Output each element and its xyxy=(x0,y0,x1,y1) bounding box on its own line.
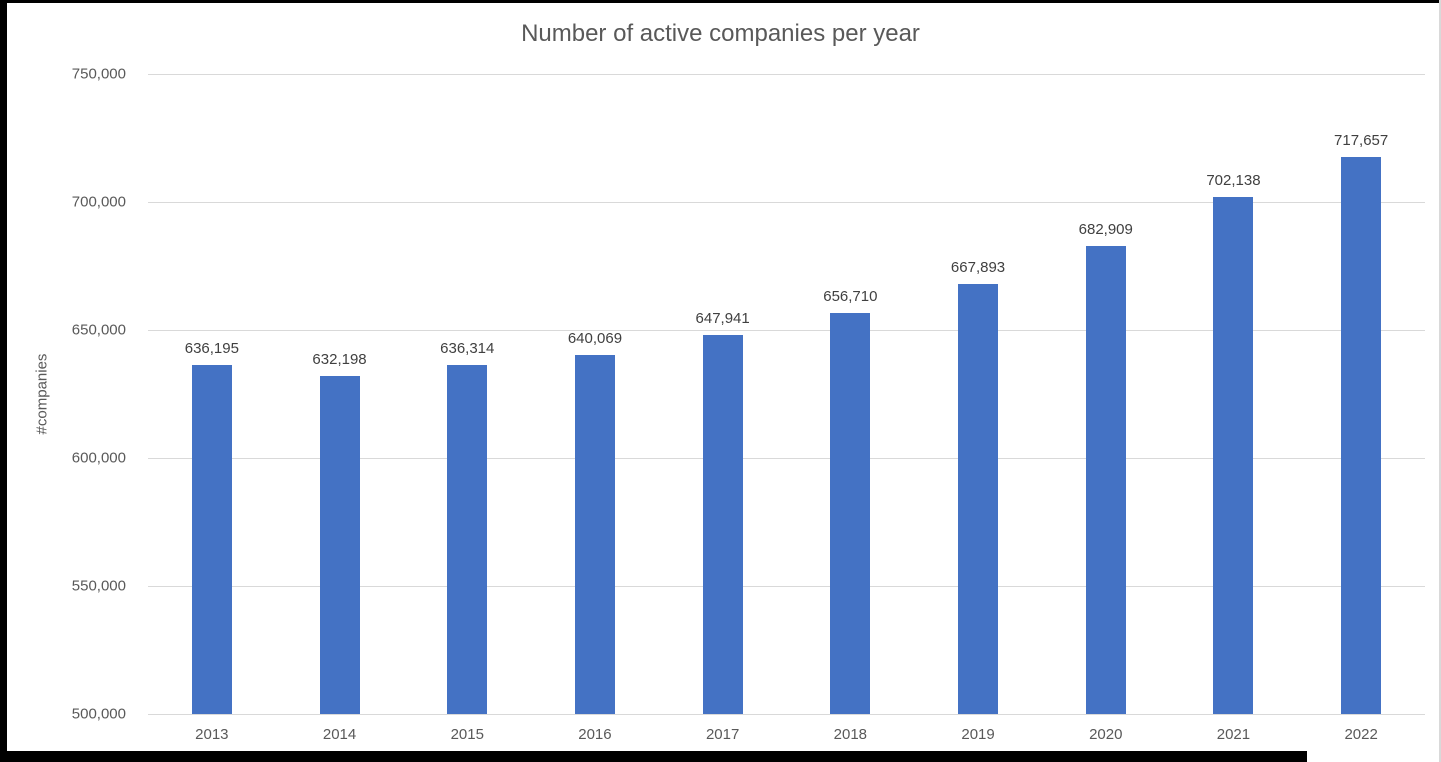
x-axis-label: 2020 xyxy=(1089,726,1123,743)
x-axis-label: 2014 xyxy=(322,726,357,743)
x-axis-label: 2019 xyxy=(961,726,995,743)
bar-2019 xyxy=(958,284,999,714)
y-axis-tick-label: 750,000 xyxy=(71,65,126,83)
bar-value-label: 636,195 xyxy=(184,340,239,358)
gridline xyxy=(148,329,1425,331)
gridline xyxy=(148,457,1425,459)
y-axis-tick-label: 500,000 xyxy=(71,705,126,723)
gridline xyxy=(148,585,1425,587)
bar-2013 xyxy=(191,365,232,714)
chart-title: Number of active companies per year xyxy=(521,20,920,47)
bar-value-label: 717,657 xyxy=(1334,131,1389,149)
bar-value-label: 647,941 xyxy=(695,310,750,328)
bar-value-label: 636,314 xyxy=(440,340,495,358)
bar-2017 xyxy=(702,335,743,714)
bar-2015 xyxy=(447,365,488,714)
x-axis-label: 2015 xyxy=(450,726,484,743)
bar-2018 xyxy=(830,312,871,714)
screenshot-border-right xyxy=(1439,0,1441,762)
x-axis-labels: 2013 2014 2015 2016 2017 2018 2019 2020 2021 2022 xyxy=(148,726,1425,748)
screenshot-border-bottom xyxy=(0,751,1307,762)
x-axis-label: 2022 xyxy=(1344,726,1378,743)
bar-2020 xyxy=(1085,245,1126,714)
bar-value-label: 667,893 xyxy=(950,259,1006,277)
bar-value-label: 702,138 xyxy=(1206,171,1261,189)
y-axis-tick-label: 550,000 xyxy=(71,577,126,595)
x-axis-label: 2017 xyxy=(705,726,740,743)
gridline xyxy=(148,713,1425,715)
plot-area: 636,195 632,198 636,314 640,069 647,941 656,7… xyxy=(148,73,1425,715)
y-axis-tick-labels: 750,000 700,000 650,000 600,000 550,000 500,0… xyxy=(20,66,126,723)
y-axis-tick-label: 700,000 xyxy=(71,193,126,211)
y-axis-tick-label: 600,000 xyxy=(71,449,126,467)
bar-2016 xyxy=(574,355,615,714)
bar-value-label: 656,710 xyxy=(823,287,878,305)
x-axis-label: 2021 xyxy=(1216,726,1251,743)
screenshot-border-left xyxy=(0,0,7,762)
gridline xyxy=(148,201,1425,203)
gridline xyxy=(148,73,1425,75)
bar-value-label: 640,069 xyxy=(567,330,623,348)
x-axis-label: 2013 xyxy=(195,726,229,743)
bar-value-label: 632,198 xyxy=(312,350,367,368)
bar-2022 xyxy=(1341,156,1382,714)
screenshot-border-top xyxy=(0,0,1441,3)
bar-2014 xyxy=(319,375,360,714)
bar-2021 xyxy=(1213,196,1254,714)
bar-value-label: 682,909 xyxy=(1078,220,1133,238)
x-axis-label: 2016 xyxy=(578,726,612,743)
x-axis-label: 2018 xyxy=(833,726,868,743)
y-axis-tick-label: 650,000 xyxy=(71,321,126,339)
